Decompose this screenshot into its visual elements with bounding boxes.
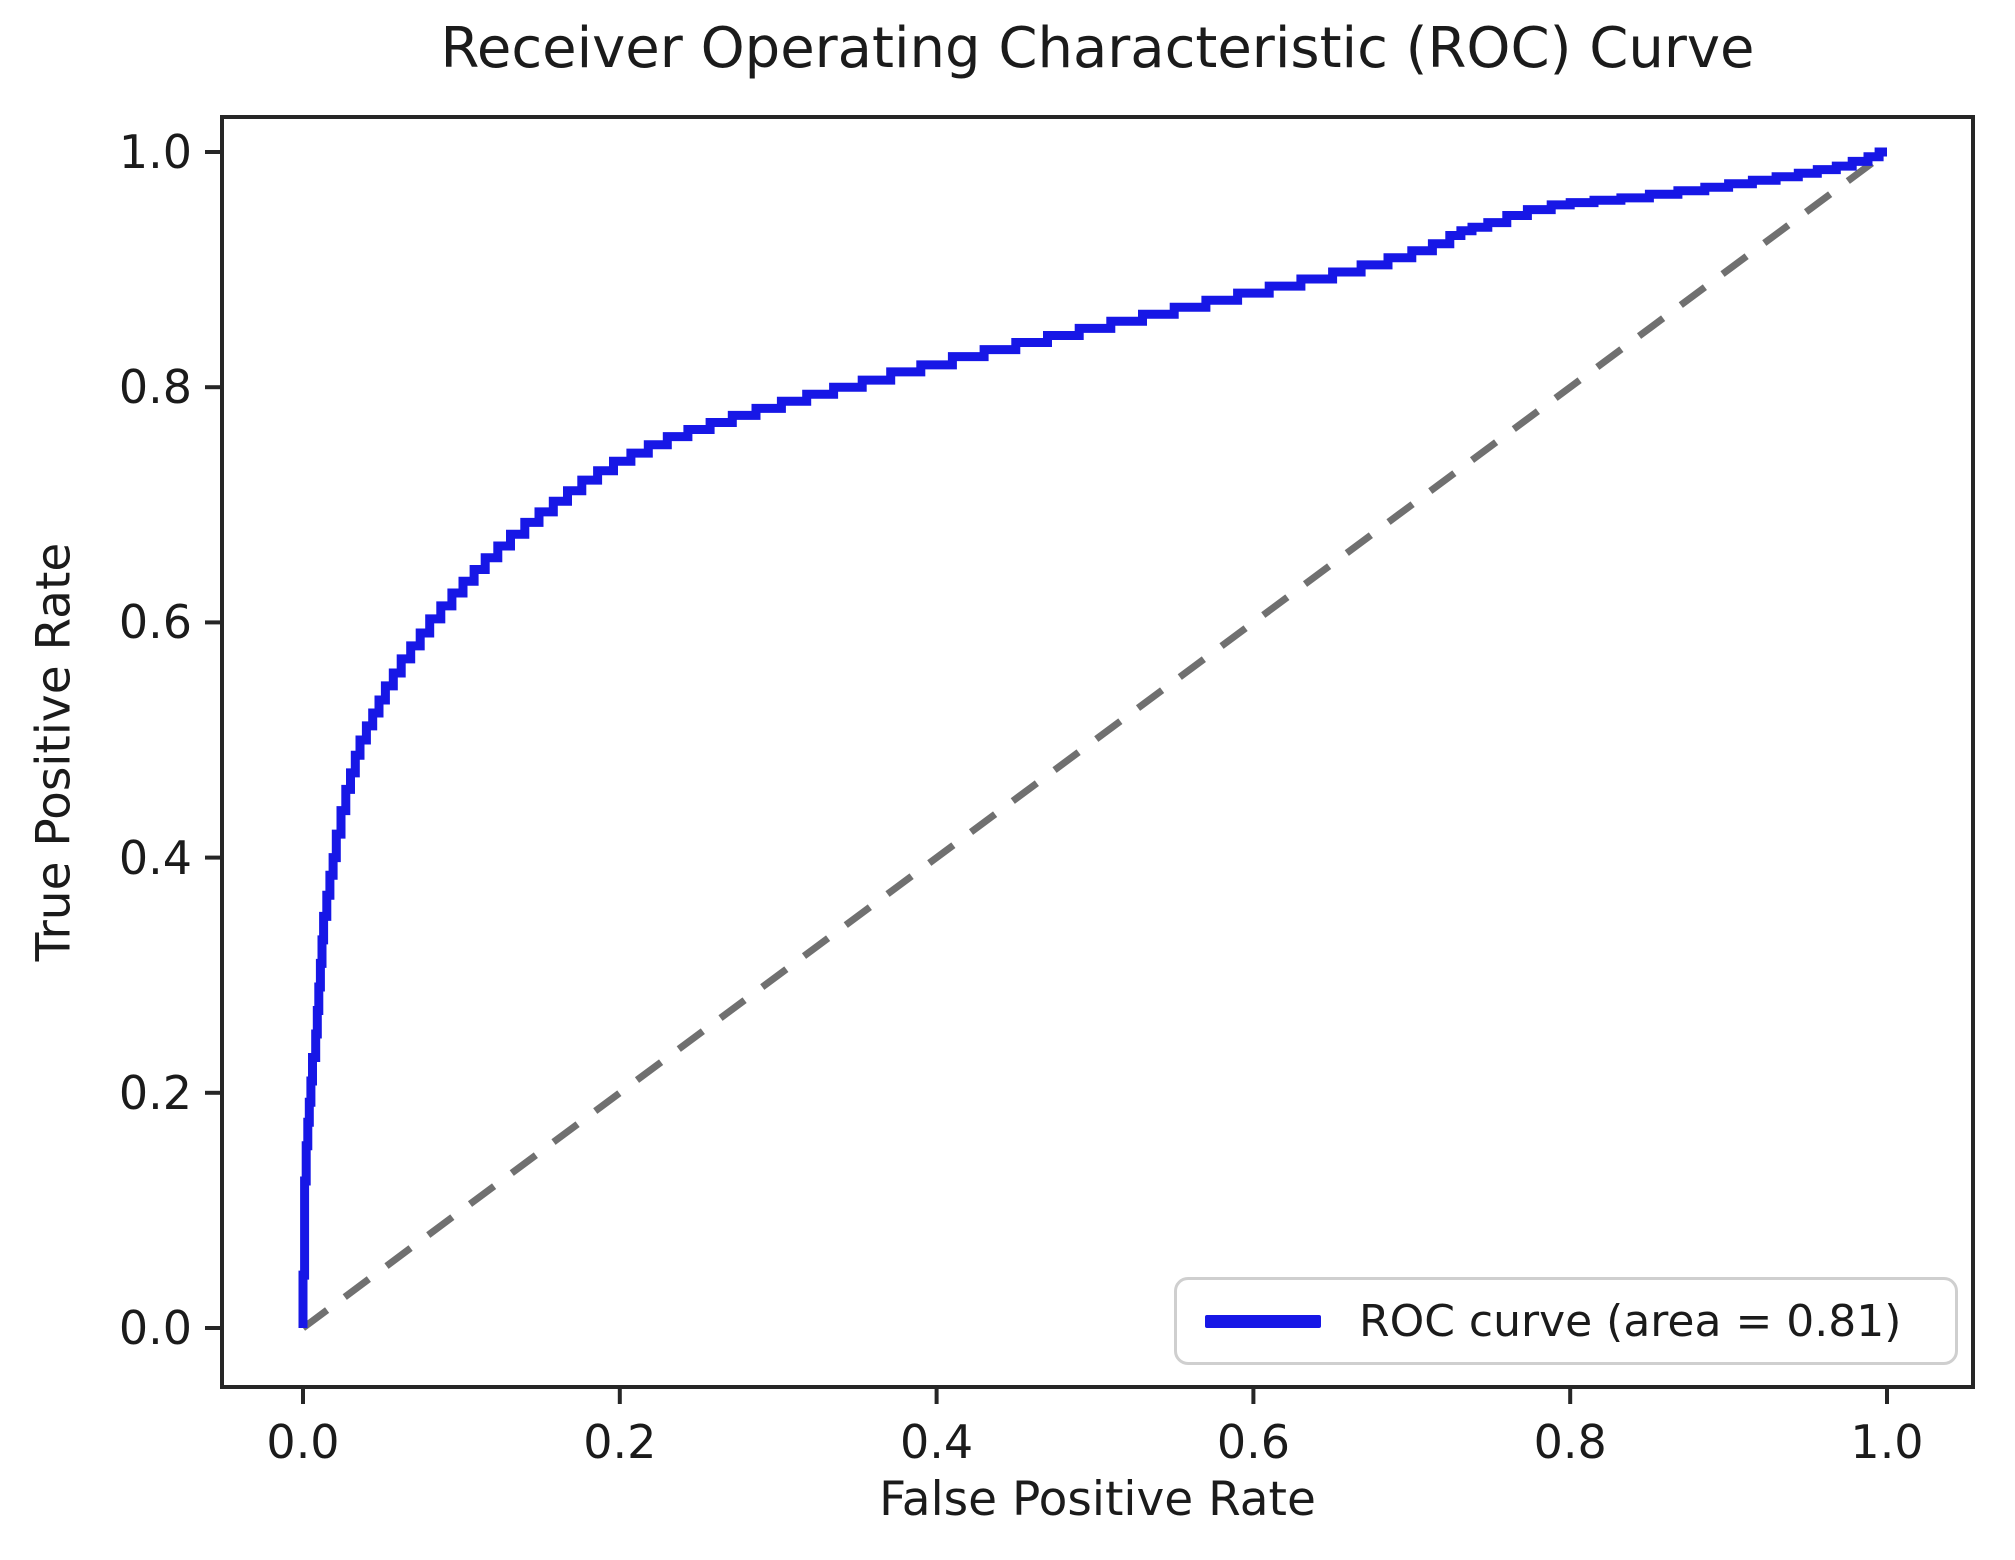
y-tick-label: 0.6 — [118, 595, 192, 650]
plot-border — [220, 115, 1975, 1389]
legend-roc-line-sample — [1205, 1314, 1321, 1328]
y-tick-label: 0.2 — [118, 1065, 192, 1120]
x-tick-label: 1.0 — [1850, 1415, 1924, 1469]
y-tick-label: 1.0 — [118, 125, 192, 179]
roc-curve-line — [298, 147, 1887, 1328]
legend: ROC curve (area = 0.81) — [1174, 1277, 1958, 1365]
legend-label: ROC curve (area = 0.81) — [1359, 1295, 1902, 1347]
chance-diagonal-line — [300, 149, 1890, 1331]
x-tick-label: 0.6 — [1216, 1415, 1290, 1469]
x-axis-label: False Positive Rate — [879, 1472, 1316, 1527]
chart-title: Receiver Operating Characteristic (ROC) … — [440, 16, 1755, 81]
x-tick-label: 0.0 — [266, 1415, 340, 1469]
y-tick-label: 0.8 — [118, 360, 192, 415]
x-tick-label: 0.2 — [583, 1415, 657, 1469]
y-tick-label: 0.0 — [118, 1301, 192, 1355]
y-axis-label: True Positive Rate — [26, 542, 82, 962]
x-tick-label: 0.4 — [900, 1415, 974, 1469]
y-tick-label: 0.4 — [118, 830, 192, 885]
tick-marks — [205, 150, 1889, 1404]
x-tick-label: 0.8 — [1533, 1415, 1607, 1469]
